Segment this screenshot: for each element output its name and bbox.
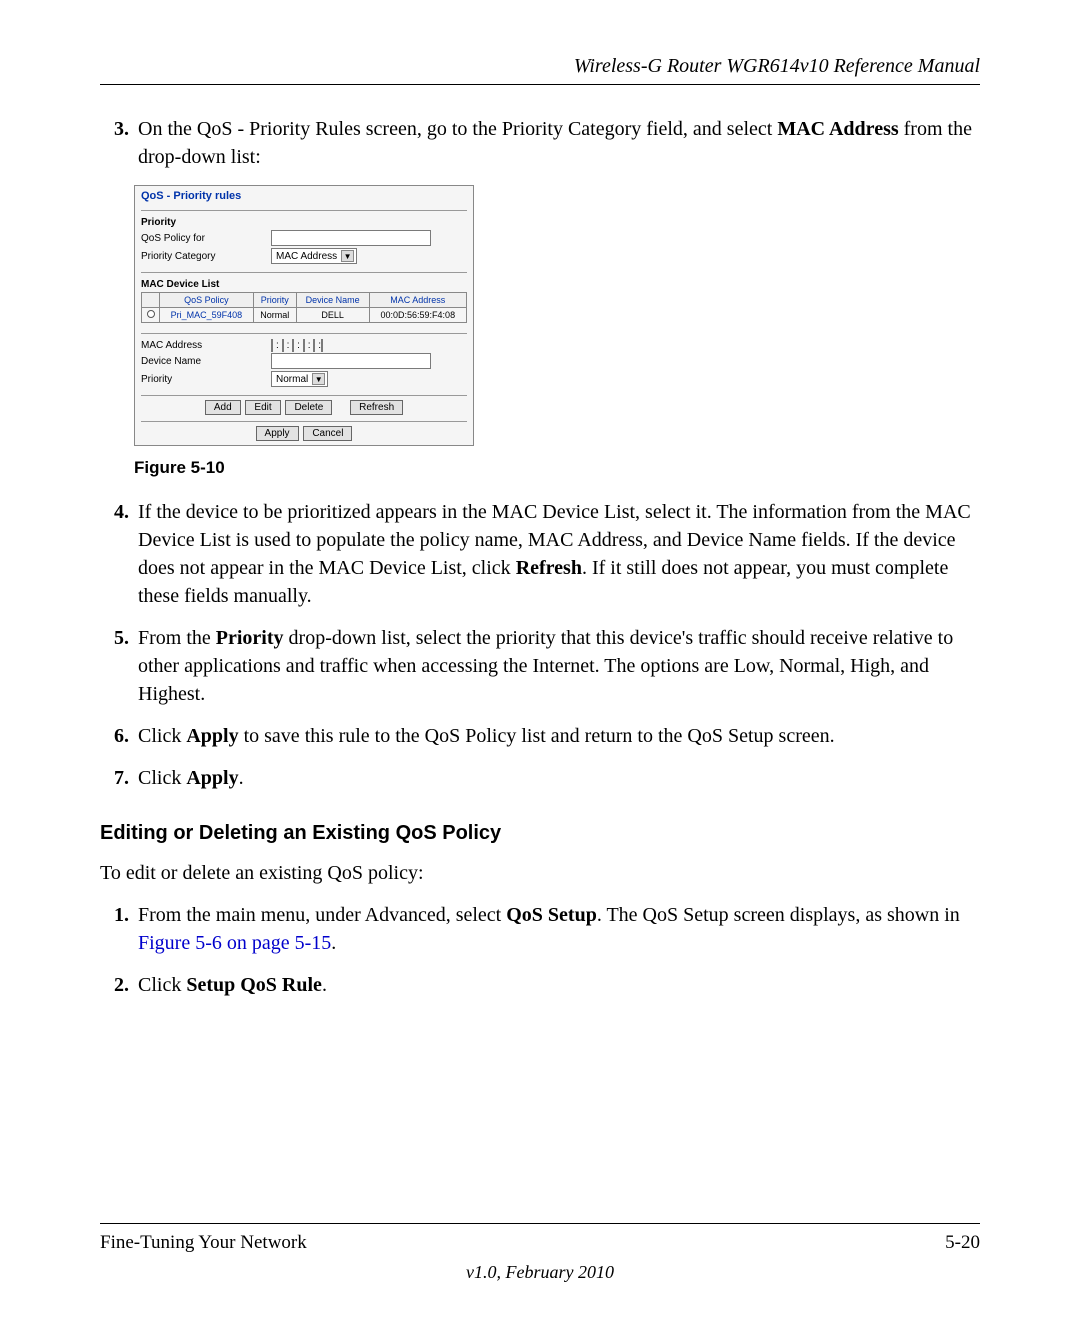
step6-bold: Apply (186, 725, 238, 747)
mac-input-3[interactable] (292, 339, 294, 352)
td-priority: Normal (253, 308, 296, 323)
intro-text: To edit or delete an existing QoS policy… (100, 859, 980, 887)
footer-center: v1.0, February 2010 (100, 1262, 980, 1283)
edit2-bold: Setup QoS Rule (186, 974, 322, 996)
edit1-text-c: . (331, 932, 336, 954)
th-mac-address: MAC Address (369, 293, 466, 308)
step7-text-b: . (239, 767, 244, 789)
chevron-down-icon: ▼ (341, 250, 354, 262)
step-7: Click Apply. (134, 764, 980, 792)
step-4: If the device to be prioritized appears … (134, 498, 980, 610)
step6-text-a: Click (138, 725, 186, 747)
header-rule (100, 84, 980, 85)
add-button[interactable]: Add (205, 400, 241, 415)
step3-text-a: On the QoS - Priority Rules screen, go t… (138, 118, 777, 140)
td-mac-address: 00:0D:56:59:F4:08 (369, 308, 466, 323)
mac-input-1[interactable] (271, 339, 273, 352)
edit1-text-a: From the main menu, under Advanced, sele… (138, 904, 506, 926)
td-device-name: DELL (296, 308, 369, 323)
mac-device-list-table: QoS Policy Priority Device Name MAC Addr… (141, 292, 467, 323)
mac-address-label: MAC Address (141, 340, 271, 351)
qos-policy-for-input[interactable] (271, 230, 431, 246)
priority-category-dropdown[interactable]: MAC Address ▼ (271, 248, 357, 264)
button-row-1: Add Edit Delete Refresh (141, 402, 467, 413)
edit-button[interactable]: Edit (245, 400, 280, 415)
td-qos-policy[interactable]: Pri_MAC_59F408 (160, 308, 254, 323)
mac-input-6[interactable] (321, 339, 323, 352)
chevron-down-icon: ▼ (312, 373, 325, 385)
step-6: Click Apply to save this rule to the QoS… (134, 722, 980, 750)
qos-screenshot: QoS - Priority rules Priority QoS Policy… (134, 185, 474, 446)
edit-step-1: From the main menu, under Advanced, sele… (134, 901, 980, 957)
button-row-2: Apply Cancel (141, 428, 467, 439)
step5-bold: Priority (216, 627, 284, 649)
table-header-row: QoS Policy Priority Device Name MAC Addr… (142, 293, 467, 308)
edit2-text-a: Click (138, 974, 186, 996)
footer-rule (100, 1223, 980, 1224)
th-radio (142, 293, 160, 308)
mac-input-4[interactable] (303, 339, 305, 352)
section-heading: Editing or Deleting an Existing QoS Poli… (100, 822, 980, 845)
step4-bold: Refresh (516, 557, 582, 579)
step6-text-b: to save this rule to the QoS Policy list… (239, 725, 835, 747)
step-3: On the QoS - Priority Rules screen, go t… (134, 115, 980, 171)
mac-device-list-label: MAC Device List (141, 279, 467, 290)
th-qos-policy: QoS Policy (160, 293, 254, 308)
th-device-name: Device Name (296, 293, 369, 308)
edit1-text-b: . The QoS Setup screen displays, as show… (597, 904, 960, 926)
delete-button[interactable]: Delete (285, 400, 332, 415)
figure-link[interactable]: Figure 5-6 on page 5-15 (138, 932, 331, 954)
device-name-input[interactable] (271, 353, 431, 369)
priority-category-label: Priority Category (141, 251, 271, 262)
footer-left: Fine-Tuning Your Network (100, 1232, 307, 1254)
mac-input-5[interactable] (313, 339, 315, 352)
th-priority: Priority (253, 293, 296, 308)
mac-input-2[interactable] (282, 339, 284, 352)
qos-policy-for-label: QoS Policy for (141, 233, 271, 244)
figure-caption: Figure 5-10 (134, 458, 980, 478)
row-radio[interactable] (147, 310, 155, 318)
priority-category-value: MAC Address (276, 251, 337, 262)
edit1-bold: QoS Setup (506, 904, 597, 926)
priority-value: Normal (276, 374, 308, 385)
table-row[interactable]: Pri_MAC_59F408 Normal DELL 00:0D:56:59:F… (142, 308, 467, 323)
step7-text-a: Click (138, 767, 186, 789)
priority-heading: Priority (141, 217, 467, 228)
refresh-button[interactable]: Refresh (350, 400, 403, 415)
cancel-button[interactable]: Cancel (303, 426, 352, 441)
step5-text-a: From the (138, 627, 216, 649)
step7-bold: Apply (186, 767, 238, 789)
device-name-label: Device Name (141, 356, 271, 367)
apply-button[interactable]: Apply (256, 426, 299, 441)
priority-dropdown[interactable]: Normal ▼ (271, 371, 328, 387)
footer-right: 5-20 (945, 1232, 980, 1254)
priority-label: Priority (141, 374, 271, 385)
step-5: From the Priority drop-down list, select… (134, 624, 980, 708)
edit2-text-b: . (322, 974, 327, 996)
edit-step-2: Click Setup QoS Rule. (134, 971, 980, 999)
shot-title: QoS - Priority rules (141, 190, 467, 202)
header-title: Wireless-G Router WGR614v10 Reference Ma… (100, 55, 980, 78)
step3-bold: MAC Address (777, 118, 898, 140)
